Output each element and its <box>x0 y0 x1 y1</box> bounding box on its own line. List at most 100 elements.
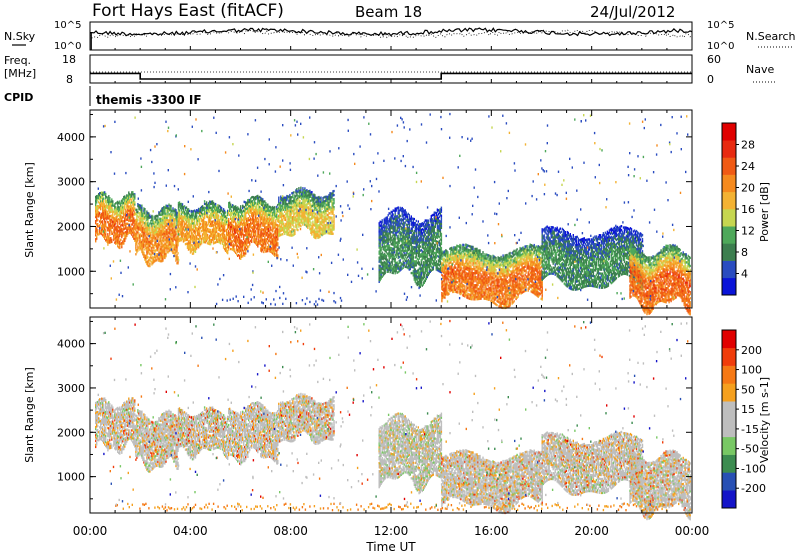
power-cell <box>332 232 334 235</box>
power-cell <box>198 226 201 229</box>
power-cell <box>132 221 134 224</box>
power-cell <box>169 224 171 228</box>
power-cell <box>182 208 185 211</box>
power-cell <box>205 203 208 206</box>
power-cell <box>153 246 155 250</box>
power-cell <box>151 237 153 240</box>
power-cell <box>163 216 165 219</box>
power-cell <box>151 249 153 252</box>
power-cell <box>151 247 153 250</box>
power-cell <box>133 209 135 212</box>
power-cell <box>195 229 198 232</box>
power-cell <box>200 230 203 233</box>
power-cell <box>274 208 276 211</box>
power-cell <box>161 245 163 249</box>
power-cell <box>107 196 109 200</box>
power-cell <box>122 204 124 207</box>
power-cell <box>139 204 141 207</box>
power-cell <box>192 240 195 243</box>
power-cell <box>141 228 143 232</box>
power-cell <box>311 233 313 236</box>
power-cell <box>208 218 211 222</box>
power-cell <box>165 234 167 238</box>
power-cell <box>155 225 157 228</box>
power-cell <box>207 228 210 231</box>
power-cell <box>147 215 149 219</box>
power-cell <box>148 246 150 250</box>
power-cell <box>131 199 133 202</box>
power-cell <box>171 209 173 213</box>
power-cell <box>123 216 125 219</box>
power-cell <box>210 214 213 218</box>
power-cell <box>120 220 122 223</box>
power-cell <box>208 202 211 205</box>
power-cell <box>120 238 122 242</box>
power-cell <box>114 235 116 238</box>
power-cell <box>120 216 122 219</box>
power-cell <box>197 219 200 223</box>
power-cell <box>274 206 276 209</box>
power-cell <box>160 240 162 243</box>
power-cell <box>127 214 129 217</box>
power-cell <box>110 204 112 208</box>
power-cell <box>146 238 148 242</box>
power-cell <box>214 237 217 240</box>
power-cell <box>147 262 149 265</box>
power-cell <box>114 213 116 216</box>
power-cell <box>95 222 97 225</box>
power-cell <box>97 196 99 200</box>
power-cell <box>116 239 118 243</box>
power-cell <box>128 201 130 204</box>
power-cell <box>200 213 203 217</box>
power-cell <box>96 227 98 230</box>
power-cell <box>112 200 114 203</box>
power-cell <box>100 191 102 195</box>
power-cell <box>127 194 129 197</box>
power-cell <box>117 224 119 228</box>
power-cell <box>127 200 129 203</box>
power-cell <box>172 207 174 210</box>
power-cell <box>166 251 168 254</box>
power-cell <box>176 256 178 259</box>
power-cell <box>109 203 111 206</box>
power-cell <box>195 217 198 220</box>
power-cell <box>146 248 148 252</box>
power-cell <box>105 196 107 200</box>
power-cell <box>193 243 196 247</box>
power-cell <box>209 202 212 206</box>
power-cell <box>131 207 133 210</box>
power-cell <box>212 212 215 215</box>
power-cell <box>169 214 171 218</box>
cpid-value: themis -3300 IF <box>96 93 202 107</box>
power-cell <box>115 242 117 245</box>
power-cell <box>117 245 119 248</box>
power-cell <box>212 210 215 213</box>
power-cell <box>177 218 180 221</box>
power-cell <box>119 234 121 238</box>
power-cell <box>172 233 174 236</box>
power-cell <box>111 204 113 207</box>
power-cell <box>147 217 149 221</box>
power-cell <box>175 219 177 222</box>
power-cell <box>190 224 193 227</box>
power-cell <box>126 228 128 231</box>
power-cell <box>150 246 152 249</box>
power-cell <box>170 220 172 224</box>
power-cell <box>172 209 174 212</box>
power-cell <box>116 237 118 241</box>
power-cell <box>201 229 204 232</box>
power-cell <box>170 224 172 228</box>
power-cell <box>293 191 295 194</box>
power-cell <box>149 228 151 231</box>
power-cell <box>403 223 405 227</box>
power-cell <box>154 235 156 239</box>
power-cell <box>167 208 169 212</box>
power-cell <box>130 228 132 231</box>
power-cell <box>168 231 170 235</box>
power-cell <box>205 233 208 236</box>
power-cell <box>135 232 137 236</box>
cpid-label: CPID <box>4 91 33 104</box>
power-cell <box>159 259 161 263</box>
power-cell <box>96 213 98 216</box>
power-cell <box>113 220 115 224</box>
